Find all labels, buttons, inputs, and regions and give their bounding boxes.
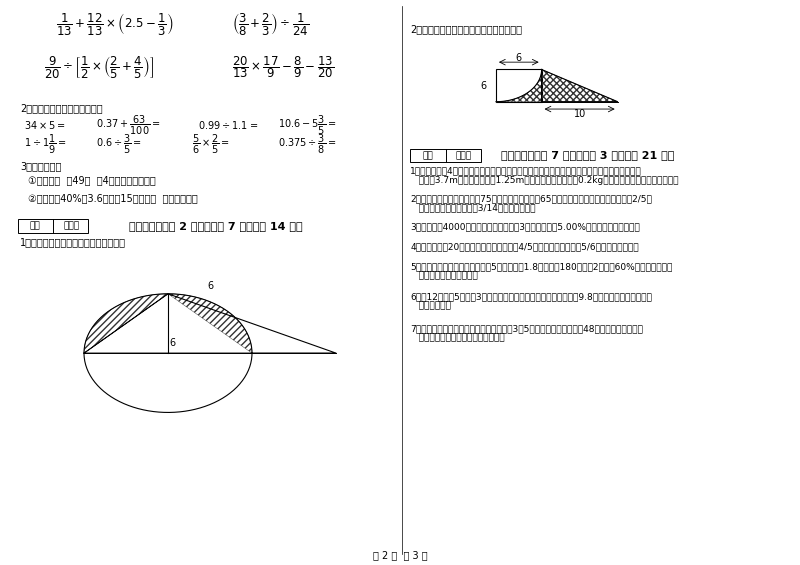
Text: 得分: 得分 bbox=[30, 221, 41, 231]
Text: $0.37+\dfrac{63}{100}=$: $0.37+\dfrac{63}{100}=$ bbox=[96, 114, 161, 137]
Text: 多少平方米？: 多少平方米？ bbox=[410, 302, 451, 311]
Text: 2．直接写出下面各题的得数：: 2．直接写出下面各题的得数： bbox=[20, 103, 102, 114]
Text: $34\times5=$: $34\times5=$ bbox=[24, 119, 66, 132]
Text: $0.375\div\dfrac{3}{8}=$: $0.375\div\dfrac{3}{8}=$ bbox=[278, 133, 337, 156]
Text: $1\div1\dfrac{1}{9}=$: $1\div1\dfrac{1}{9}=$ bbox=[24, 133, 67, 156]
Text: 6．长12米，宽5米，高3米的教室，抹上石灰，扣除门窗黑板面积9.8平方米，抹石灰的面积有: 6．长12米，宽5米，高3米的教室，抹上石灰，扣除门窗黑板面积9.8平方米，抹石… bbox=[410, 293, 652, 302]
Text: 3．王叔叔把4000元存入银行，整存整存3年，年利率为5.00%，到期有利息多少元？: 3．王叔叔把4000元存入银行，整存整存3年，年利率为5.00%，到期有利息多少… bbox=[410, 223, 640, 232]
Text: $\dfrac{20}{13}\times\dfrac{17}{9}-\dfrac{8}{9}-\dfrac{13}{20}$: $\dfrac{20}{13}\times\dfrac{17}{9}-\dfra… bbox=[232, 54, 334, 80]
Text: 经理说第一天装了总量的3/14，他说得对吗？: 经理说第一天装了总量的3/14，他说得对吗？ bbox=[410, 203, 536, 212]
Text: 1．求阴影部分的面积（单位：厘米）．: 1．求阴影部分的面积（单位：厘米）． bbox=[20, 237, 126, 247]
Text: 评卷人: 评卷人 bbox=[456, 151, 472, 160]
Text: 得分: 得分 bbox=[422, 151, 434, 160]
Text: 柱的体积比第一个多多少立方厘米？: 柱的体积比第一个多多少立方厘米？ bbox=[410, 333, 505, 342]
Text: 2．电脑公司第一天装配电脑75台，第二天装配电脑65台，两天装配的电脑相当于总量的2/5。: 2．电脑公司第一天装配电脑75台，第二天装配电脑65台，两天装配的电脑相当于总量… bbox=[410, 194, 652, 203]
Text: 6: 6 bbox=[480, 81, 486, 90]
Text: $\dfrac{5}{6}\times\dfrac{2}{5}=$: $\dfrac{5}{6}\times\dfrac{2}{5}=$ bbox=[192, 133, 230, 156]
Text: 评卷人: 评卷人 bbox=[63, 221, 79, 231]
Text: $0.99\div1.1=$: $0.99\div1.1=$ bbox=[198, 119, 258, 132]
Text: 6: 6 bbox=[516, 53, 522, 63]
Text: 每根高3.7m，横截面周长为1.25m。如果每平方米用油漆0.2kg，漆这四根柱子要用多少油漆？: 每根高3.7m，横截面周长为1.25m。如果每平方米用油漆0.2kg，漆这四根柱… bbox=[410, 176, 679, 185]
Text: 4．学校有排球20个，排球的个数是篮球的4/5，篮球个数是足球的5/6，足球有多少个？: 4．学校有排球20个，排球的个数是篮球的4/5，篮球个数是足球的5/6，足球有多… bbox=[410, 242, 639, 251]
Text: 2．求图中阴影部分的面积（单位：厘米）: 2．求图中阴影部分的面积（单位：厘米） bbox=[410, 24, 522, 34]
Text: 可提前几小时到达乙城？: 可提前几小时到达乙城？ bbox=[410, 272, 478, 281]
Text: $\dfrac{1}{13}+\dfrac{12}{13}\times\left(2.5-\dfrac{1}{3}\right)$: $\dfrac{1}{13}+\dfrac{12}{13}\times\left… bbox=[56, 11, 174, 37]
Bar bbox=[18, 219, 88, 233]
Text: $\dfrac{9}{20}\div\left[\dfrac{1}{2}\times\left(\dfrac{2}{5}+\dfrac{4}{5}\right): $\dfrac{9}{20}\div\left[\dfrac{1}{2}\tim… bbox=[44, 54, 154, 80]
Text: 1．孔府门前有4根圆柱形柱子，上面均有不同程度的涂漆痕迹。管理员准备重新涂上一层油漆，: 1．孔府门前有4根圆柱形柱子，上面均有不同程度的涂漆痕迹。管理员准备重新涂上一层… bbox=[410, 167, 642, 176]
Text: $0.6\div\dfrac{3}{5}=$: $0.6\div\dfrac{3}{5}=$ bbox=[96, 133, 142, 156]
Text: $\left(\dfrac{3}{8}+\dfrac{2}{3}\right)\div\dfrac{1}{24}$: $\left(\dfrac{3}{8}+\dfrac{2}{3}\right)\… bbox=[232, 11, 309, 37]
Text: $10.6-5\dfrac{3}{5}=$: $10.6-5\dfrac{3}{5}=$ bbox=[278, 114, 337, 137]
Text: 六、应用题（共 7 小题，每题 3 分，共计 21 分）: 六、应用题（共 7 小题，每题 3 分，共计 21 分） bbox=[502, 150, 674, 160]
Text: 第 2 页  共 3 页: 第 2 页 共 3 页 bbox=[373, 550, 427, 560]
Text: 五、综合题（共 2 小题，每题 7 分，共计 14 分）: 五、综合题（共 2 小题，每题 7 分，共计 14 分） bbox=[129, 221, 303, 231]
Text: 3．列式计算。: 3．列式计算。 bbox=[20, 161, 62, 171]
Bar bbox=[410, 149, 481, 162]
Text: 6: 6 bbox=[169, 338, 175, 348]
Text: 7．有两个底面半径相等的圆柱，高的比是3：5，第一个圆柱的体积是48立方厘米，第二个圆: 7．有两个底面半径相等的圆柱，高的比是3：5，第一个圆柱的体积是48立方厘米，第… bbox=[410, 324, 643, 333]
Text: ①一个数的  比49的  少4，这个数是多少？: ①一个数的 比49的 少4，这个数是多少？ bbox=[28, 175, 156, 185]
Bar bbox=[496, 69, 542, 102]
Text: 10: 10 bbox=[574, 109, 586, 119]
Text: 5．钢汽车从甲城到乙城，计划用5小时，实际1.8小时行了180千米。2全程的60%，照这样计算，: 5．钢汽车从甲城到乙城，计划用5小时，实际1.8小时行了180千米。2全程的60… bbox=[410, 263, 673, 272]
Text: ②一个数的40%与3.6的和与15的比值是  ，求这个数．: ②一个数的40%与3.6的和与15的比值是 ，求这个数． bbox=[28, 193, 198, 203]
Text: 6: 6 bbox=[207, 281, 213, 292]
